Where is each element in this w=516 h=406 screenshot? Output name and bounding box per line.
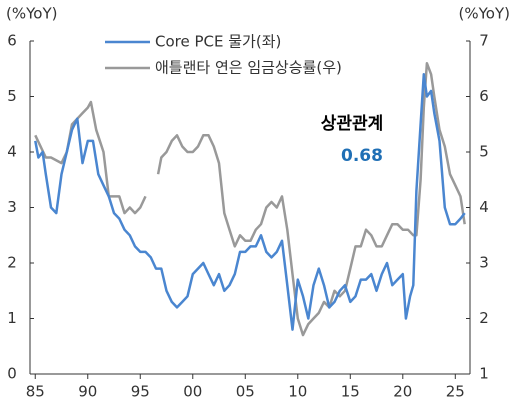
x-tick-label: 15 (341, 383, 360, 401)
x-tick-label: 90 (78, 383, 97, 401)
annotation: 0.68 (341, 146, 383, 166)
series-line (34, 61, 466, 337)
y-tick-label: 3 (7, 198, 17, 216)
y-tick-label: 6 (7, 32, 17, 50)
x-tick-label: 10 (288, 383, 307, 401)
right-unit: (%YoY) (459, 5, 510, 23)
y2-tick-label: 1 (479, 365, 489, 383)
y-tick-label: 5 (7, 87, 17, 105)
legend-label: Core PCE 물가(좌) (155, 33, 281, 51)
x-tick-label: 25 (446, 383, 465, 401)
x-tick-label: 20 (393, 383, 412, 401)
x-tick-label: 05 (236, 383, 255, 401)
y2-tick-label: 3 (479, 254, 489, 272)
series-line (34, 73, 466, 331)
x-tick-label: 00 (183, 383, 202, 401)
y2-tick-label: 4 (479, 198, 489, 216)
y2-tick-label: 2 (479, 309, 489, 327)
x-tick-label: 85 (26, 383, 45, 401)
left-unit: (%YoY) (6, 5, 57, 23)
y2-tick-label: 7 (479, 32, 489, 50)
y-tick-label: 1 (7, 309, 17, 327)
legend-label: 애틀랜타 연은 임금상승률(우) (155, 59, 342, 77)
y2-tick-label: 5 (479, 143, 489, 161)
annotation: 상관관계 (321, 114, 384, 134)
y-tick-label: 2 (7, 254, 17, 272)
x-tick-label: 95 (131, 383, 150, 401)
y-tick-label: 0 (7, 365, 17, 383)
y-tick-label: 4 (7, 143, 17, 161)
y2-tick-label: 6 (479, 87, 489, 105)
